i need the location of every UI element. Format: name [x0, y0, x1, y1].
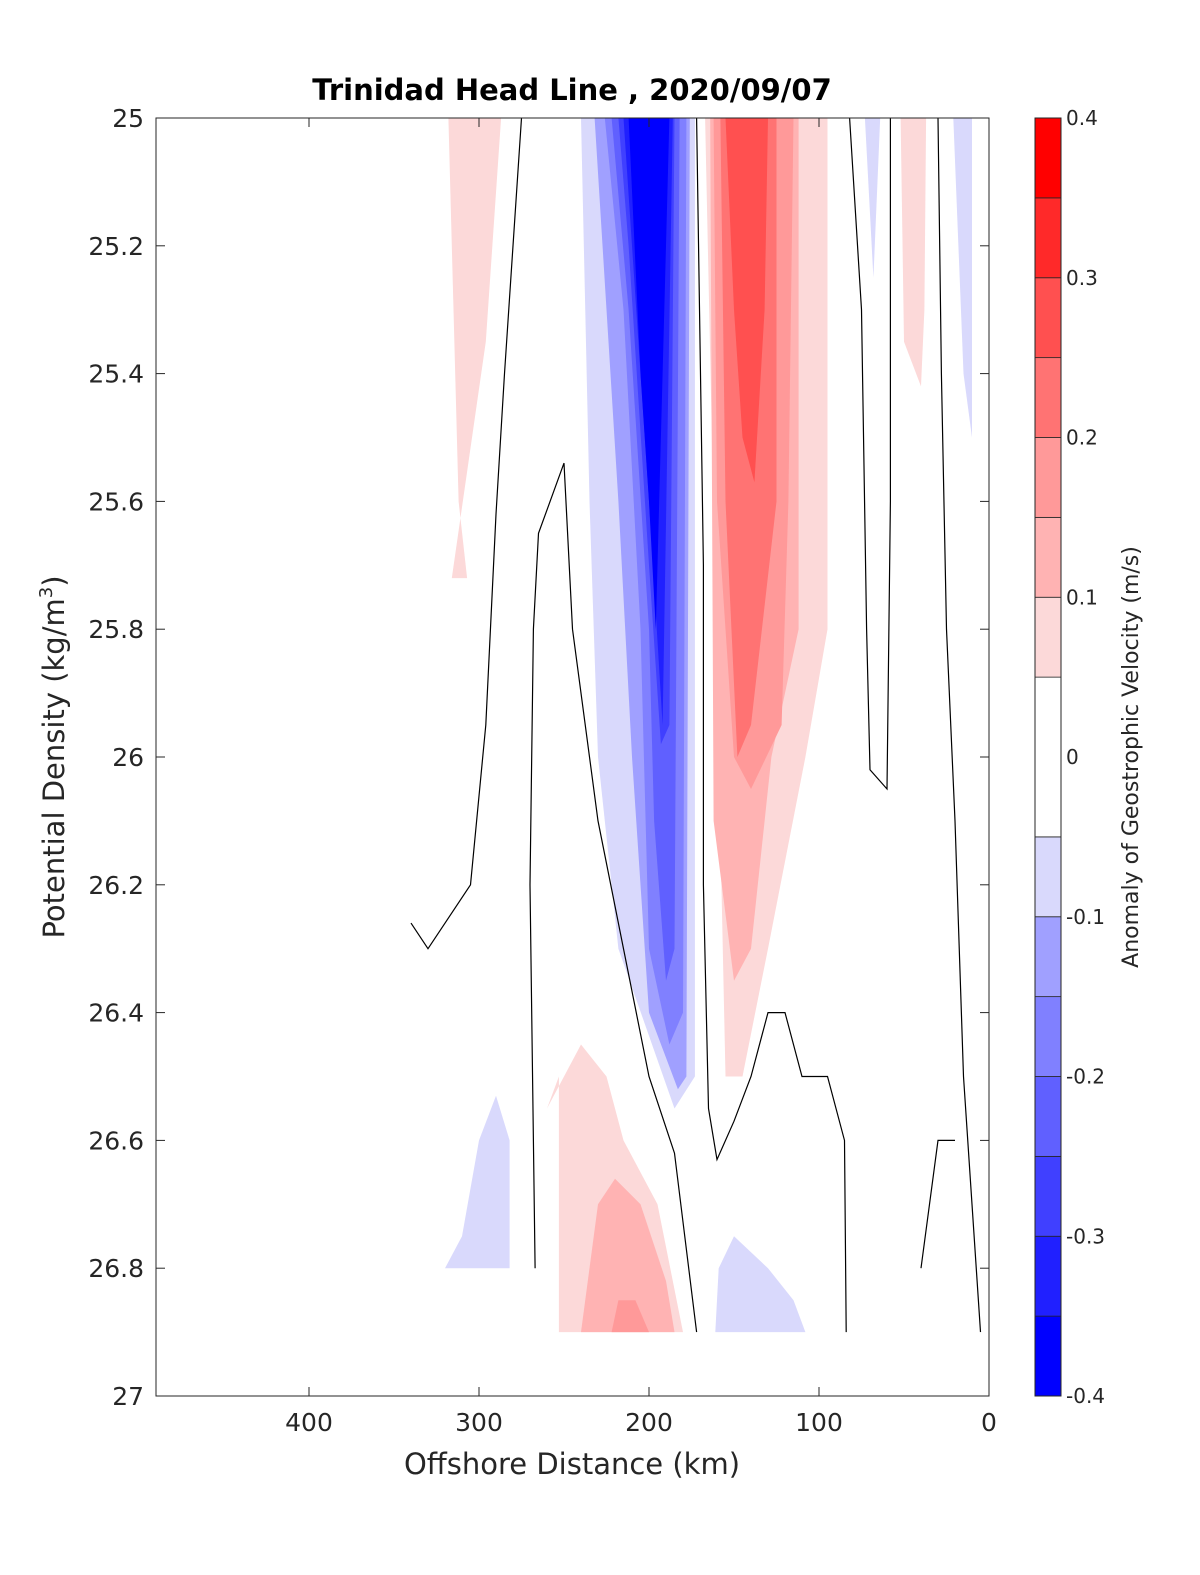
colorbar: 0.4 0.3 0.2 0.1 0 -0.1 -0.2 -0.3 -0.4 [1034, 106, 1105, 1408]
zero-contour-line-1 [529, 462, 698, 1333]
y-tick-label: 26 [112, 743, 144, 772]
chart-title: Trinidad Head Line , 2020/09/07 [312, 73, 832, 107]
colorbar-tick-label: 0 [1066, 745, 1079, 769]
y-tick-label: 26.2 [88, 871, 144, 900]
zero-contour-line-4 [937, 118, 982, 1333]
colorbar-swatch [1034, 1155, 1062, 1237]
colorbar-tick-label: -0.2 [1066, 1065, 1105, 1089]
x-tick-label: 0 [981, 1408, 997, 1437]
colorbar-swatch [1034, 516, 1062, 598]
colorbar-title: Anomaly of Geostrophic Velocity (m/s) [1119, 546, 1144, 968]
filled-contours [422, 118, 972, 1333]
colorbar-swatch [1034, 277, 1062, 359]
y-tick-label: 26.6 [88, 1126, 144, 1155]
colorbar-swatch [1034, 996, 1062, 1077]
colorbar-swatch [1034, 596, 1062, 678]
zero-contour-line-3 [849, 118, 892, 791]
y-axis-label: Potential Density (kg/m3) [36, 575, 71, 938]
contour-region-16 [422, 1095, 510, 1333]
colorbar-tick-label: 0.4 [1066, 106, 1098, 130]
y-tick-label: 27 [112, 1382, 144, 1411]
x-tick-label: 100 [795, 1408, 843, 1437]
y-tick-label: 25.2 [88, 232, 144, 261]
x-axis: 400 300 200 100 0 [285, 118, 997, 1437]
x-tick-label: 300 [455, 1408, 503, 1437]
x-tick-label: 400 [285, 1408, 333, 1437]
colorbar-frame [1034, 117, 1062, 1397]
contour-region-14 [864, 118, 881, 278]
y-axis-label-superscript: 3 [36, 587, 57, 598]
y-axis: 25 25.2 25.4 25.6 25.8 26 26.2 26.4 26.6 26.8 27 [88, 104, 989, 1411]
x-tick-label: 200 [625, 1408, 673, 1437]
colorbar-tick-label: 0.2 [1066, 426, 1098, 450]
y-tick-label: 26.4 [88, 999, 144, 1028]
y-tick-label: 25.4 [88, 360, 144, 389]
colorbar-tick-label: -0.1 [1066, 905, 1105, 929]
colorbar-tick-label: 0.3 [1066, 266, 1098, 290]
colorbar-swatch [1034, 1235, 1062, 1317]
colorbar-swatch [1034, 916, 1062, 998]
colorbar-tick-label: 0.1 [1066, 585, 1098, 609]
colorbar-tick-label: -0.3 [1066, 1224, 1105, 1248]
colorbar-swatch [1034, 437, 1062, 518]
contour-region-0 [448, 118, 502, 579]
y-axis-label-close: ) [37, 575, 71, 586]
zero-contour-line-2 [696, 118, 847, 1333]
contour-region-20 [715, 1236, 806, 1333]
contour-region-12 [725, 118, 768, 483]
zero-contour-lines [410, 118, 982, 1333]
y-tick-label: 25.6 [88, 487, 144, 516]
colorbar-swatch [1034, 117, 1062, 199]
colorbar-swatch [1034, 1076, 1062, 1157]
contour-region-13 [900, 118, 927, 387]
colorbar-swatch [1034, 357, 1062, 438]
y-axis-label-main: Potential Density (kg/m [37, 598, 71, 938]
contour-region-19 [611, 1300, 649, 1333]
y-tick-label: 25 [112, 104, 144, 133]
contour-region-15 [953, 118, 972, 438]
x-axis-label: Offshore Distance (km) [404, 1447, 740, 1481]
colorbar-tick-label: -0.4 [1066, 1384, 1105, 1408]
colorbar-swatch [1034, 836, 1062, 918]
colorbar-swatch [1034, 1315, 1062, 1397]
zero-contour-line-5 [920, 1139, 955, 1269]
y-tick-label: 26.8 [88, 1254, 144, 1283]
y-tick-label: 25.8 [88, 615, 144, 644]
colorbar-swatch [1034, 197, 1062, 279]
contour-region-18 [581, 1178, 675, 1333]
contour-region-7 [628, 118, 670, 630]
colorbar-swatch [1034, 676, 1062, 838]
zero-contour-line-0 [410, 118, 523, 950]
